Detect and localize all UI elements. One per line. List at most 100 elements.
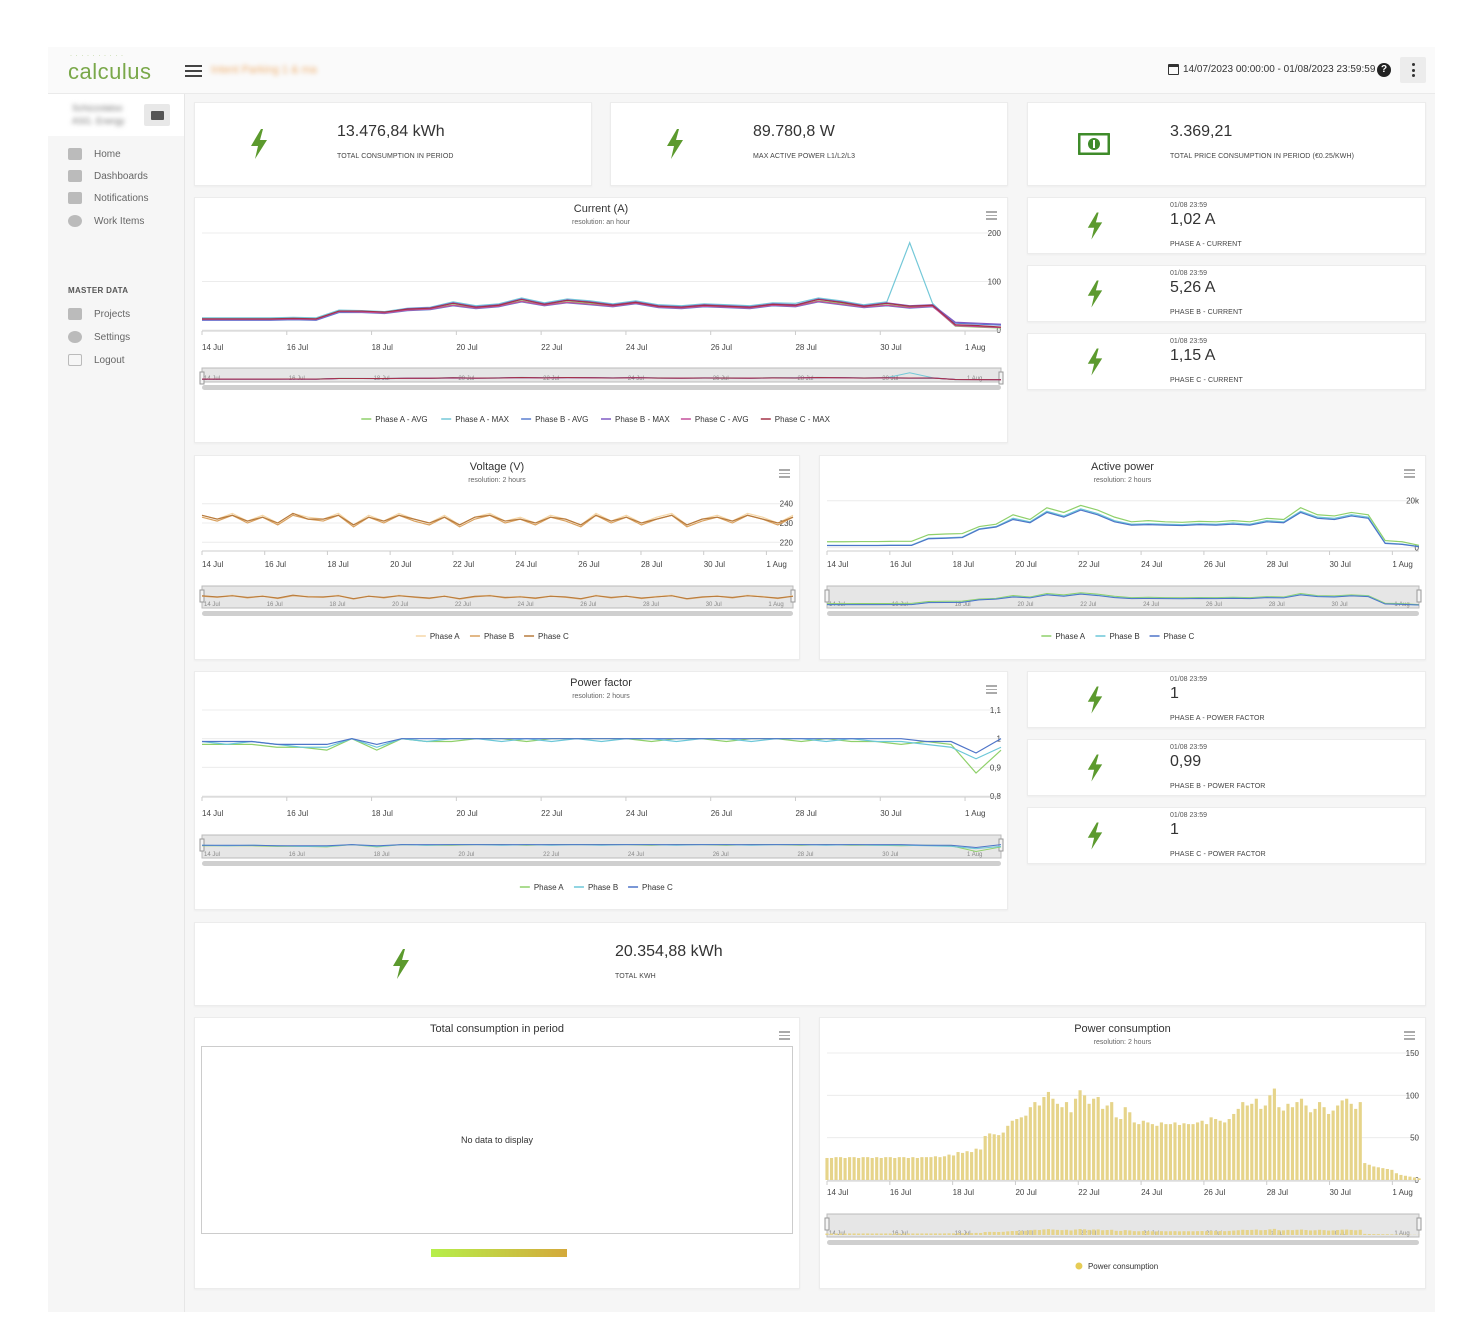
help-icon[interactable]: ? [1377,63,1391,77]
x-tick-label: 22 Jul [541,809,563,818]
navigator-bar [1286,1229,1290,1235]
sidebar-item-notifications[interactable]: Notifications [68,190,148,206]
bar [866,1157,870,1180]
sidebar-item-work-items[interactable]: Work Items [68,213,144,229]
navigator-scrollbar [202,861,1001,866]
calendar-icon [1168,64,1179,75]
timestamp: 01/08 23:59 [1170,338,1207,345]
chart-title: Current (A) [573,203,629,215]
bar [1046,1091,1051,1180]
bar [1177,1124,1182,1180]
voltage-chart-card: Voltage (V) resolution: 2 hours 240 230 22… [194,455,800,660]
navigator-bar [1299,1229,1304,1235]
navigator-bar [1028,1230,1032,1235]
folder-icon[interactable] [144,104,170,126]
legend-item: Phase A - MAX [455,415,509,424]
bar [888,1157,892,1180]
chart-menu-icon[interactable] [986,211,997,220]
chart-menu-icon[interactable] [779,1031,790,1040]
bar [1150,1124,1154,1180]
date-range-picker[interactable]: 14/07/2023 00:00:00 - 01/08/2023 23:59:5… [1168,64,1375,75]
x-tick-label: 14 Jul [827,560,849,569]
series-line [827,508,1420,548]
more-options-button[interactable] [1400,57,1426,83]
navigator-tick-label: 24 Jul [1143,602,1159,608]
bar [1101,1108,1105,1180]
bar [920,1157,924,1180]
navigator-bar [1073,1229,1078,1235]
navigator-bar [1327,1230,1331,1235]
navigator-tick-label: 1 Aug [768,602,783,608]
bar [933,1156,938,1180]
navigator-bar [829,1233,834,1235]
bar [1191,1124,1195,1180]
navigator-bar [1263,1230,1267,1235]
x-tick-label: 1 Aug [766,560,786,569]
money-icon [1078,133,1110,155]
legend-item: Phase B [484,632,514,641]
navigator-bar [1155,1231,1159,1235]
legend-marker [1075,1262,1083,1270]
navigator-bar [1177,1231,1182,1235]
bar [897,1157,901,1180]
bar [902,1157,906,1180]
sidebar-item-logout[interactable]: Logout [68,352,125,368]
sidebar-item-dashboards[interactable]: Dashboards [68,168,148,184]
navigator-bar [1358,1229,1362,1235]
chart-menu-icon[interactable] [1404,469,1415,478]
navigator-bar [1277,1230,1281,1235]
sidebar-section-title: MASTER DATA [68,286,129,295]
navigator-line [202,376,1002,381]
navigator-tick-label: 28 Jul [1269,1231,1285,1237]
logo[interactable]: calculus [68,53,151,85]
x-tick-label: 28 Jul [1267,560,1289,569]
navigator-bar [1051,1229,1055,1235]
sidebar-item-settings[interactable]: Settings [68,329,130,345]
project-name[interactable]: Intent Parking 1 & ma [211,64,317,76]
sidebar-item-home[interactable]: Home [68,146,121,162]
sidebar: Schizzolatso ASG. Energy Home Dashboards… [48,94,185,1312]
navigator-bar [1236,1230,1240,1235]
bar [1001,1132,1005,1180]
bar [1078,1090,1082,1180]
chart-menu-icon[interactable] [986,685,997,694]
navigator-bar [1195,1231,1200,1235]
navigator-scrollbar [202,385,1001,390]
chart-menu-icon[interactable] [1404,1031,1415,1040]
navigator-handle-right [1416,589,1422,603]
navigator-tick-label: 26 Jul [580,602,596,608]
top-bar: calculus Intent Parking 1 & ma 14/07/202… [48,47,1435,94]
navigator-bar [1345,1229,1349,1235]
sidebar-item-label: Logout [94,354,125,366]
navigator-tick-label: 28 Jul [797,852,813,858]
navigator-tick-label: 26 Jul [1206,602,1222,608]
navigator-bar [1001,1231,1005,1235]
chart-subtitle: resolution: 2 hours [572,693,630,700]
navigator-bar [1101,1230,1105,1235]
bar [861,1157,865,1180]
series-line [202,241,1002,329]
menu-toggle-icon[interactable] [185,65,202,77]
y-tick-label: 0,9 [990,763,1002,772]
navigator-handle-left [824,589,830,603]
sidebar-item-projects[interactable]: Projects [68,306,130,322]
x-tick-label: 24 Jul [516,560,538,569]
navigator-tick-label: 30 Jul [882,376,898,382]
x-tick-label: 30 Jul [880,343,902,352]
x-tick-label: 22 Jul [453,560,475,569]
navigator-bar [906,1233,910,1235]
x-tick-label: 1 Aug [1392,560,1412,569]
color-scale-bar [431,1249,567,1257]
sidebar-item-label: Dashboards [94,170,148,182]
bar [1209,1117,1213,1180]
navigator-tick-label: 26 Jul [1206,1231,1222,1237]
series-line [827,509,1420,548]
bar [1069,1112,1073,1180]
phase-a-current-card: 01/08 23:59 1,02 A PHASE A - CURRENT [1027,197,1426,254]
bar [1123,1107,1127,1180]
pf-label: PHASE C - POWER FACTOR [1170,851,1266,858]
x-tick-label: 26 Jul [578,560,600,569]
chart-menu-icon[interactable] [779,469,790,478]
kpi-label: TOTAL PRICE CONSUMPTION IN PERIOD (€0.25… [1170,153,1355,160]
navigator-bar [1119,1230,1123,1235]
